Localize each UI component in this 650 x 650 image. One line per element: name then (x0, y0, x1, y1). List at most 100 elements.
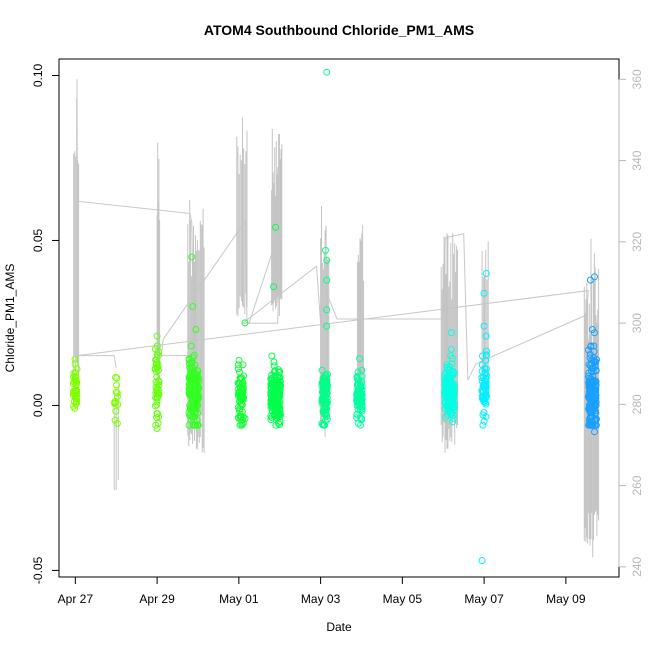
data-point (270, 358, 278, 366)
data-point-outlier (480, 322, 488, 330)
data-point (113, 389, 121, 397)
data-point (73, 395, 80, 403)
data-point (153, 342, 161, 350)
data-point-outlier (192, 326, 200, 333)
data-point-outlier (189, 303, 197, 310)
data-point-outlier (323, 322, 331, 330)
data-point-outlier (323, 276, 331, 284)
data-point (482, 365, 490, 373)
y-axis-label: Chloride_PM1_AMS (3, 264, 17, 373)
data-point (587, 421, 595, 429)
data-point (235, 356, 243, 364)
data-point (151, 402, 159, 410)
data-point (442, 385, 450, 392)
data-point (268, 352, 276, 360)
data-point-outlier (270, 283, 278, 291)
data-point (481, 382, 489, 389)
data-point (70, 378, 78, 386)
data-point (276, 418, 284, 426)
data-point (587, 409, 594, 416)
data-point (187, 378, 195, 386)
data-point (479, 421, 487, 429)
y2-tick-label: 280 (630, 394, 644, 414)
data-point-outlier (482, 332, 490, 340)
data-point (591, 395, 599, 402)
x-tick-label: May 03 (301, 592, 341, 606)
data-point (584, 372, 592, 380)
data-point (480, 417, 488, 425)
data-point (321, 417, 329, 424)
data-point (276, 386, 284, 394)
x-tick-label: May 07 (464, 592, 504, 606)
data-point (446, 373, 454, 381)
data-point (189, 399, 197, 407)
data-point (194, 374, 202, 382)
data-point (587, 342, 595, 350)
data-point (587, 382, 595, 390)
data-point-outlier (322, 246, 329, 254)
data-point (318, 399, 326, 407)
y-tick-label: 0.05 (31, 228, 45, 252)
data-point (71, 360, 79, 368)
data-point (592, 366, 600, 374)
data-point (276, 404, 284, 412)
data-point (192, 374, 200, 382)
data-point (154, 388, 162, 396)
data-points-layer (69, 68, 600, 564)
data-point (155, 377, 163, 385)
x-tick-label: May 01 (219, 592, 259, 606)
data-point (275, 373, 283, 381)
data-point-outlier (447, 329, 455, 337)
data-point (322, 377, 330, 385)
data-point (190, 404, 198, 412)
data-point (588, 364, 596, 372)
data-point (441, 405, 449, 413)
data-point (354, 376, 362, 384)
data-point (272, 421, 280, 429)
data-point (111, 400, 119, 408)
x-tick-label: May 05 (383, 592, 423, 606)
data-point (152, 368, 160, 376)
data-point (358, 386, 366, 394)
data-point (587, 384, 595, 392)
data-point-outlier (447, 345, 455, 353)
x-tick-label: Apr 29 (139, 592, 175, 606)
data-point (441, 375, 449, 383)
data-point (70, 390, 78, 397)
y-tick-label: -0.05 (31, 556, 45, 584)
data-point (445, 391, 453, 399)
data-point (272, 393, 280, 401)
data-point (449, 393, 457, 401)
data-point (592, 398, 600, 406)
data-point (113, 374, 121, 382)
data-point-outlier (591, 428, 598, 436)
data-point (154, 410, 161, 418)
data-point (71, 369, 79, 376)
y2-tick-label: 300 (630, 313, 644, 333)
y2-tick-label: 360 (630, 69, 644, 89)
data-point (353, 414, 361, 422)
data-point (236, 388, 244, 396)
data-point (354, 368, 362, 376)
data-point (237, 400, 245, 408)
data-point (153, 414, 161, 422)
data-point (319, 396, 327, 404)
data-point (271, 410, 278, 418)
data-point (154, 386, 162, 394)
data-point-outlier (323, 306, 331, 314)
data-point (188, 368, 195, 376)
data-point (187, 342, 195, 350)
data-point (194, 421, 202, 429)
data-point (321, 387, 329, 394)
data-point (482, 393, 490, 401)
y2-tick-label: 320 (630, 231, 644, 251)
data-point (358, 405, 366, 413)
data-point (478, 361, 486, 369)
data-point (267, 389, 275, 396)
data-point (587, 417, 595, 425)
data-point (189, 421, 197, 429)
data-point (234, 365, 242, 373)
data-point-outlier (478, 557, 486, 564)
data-point (112, 388, 120, 396)
data-point (588, 360, 596, 368)
